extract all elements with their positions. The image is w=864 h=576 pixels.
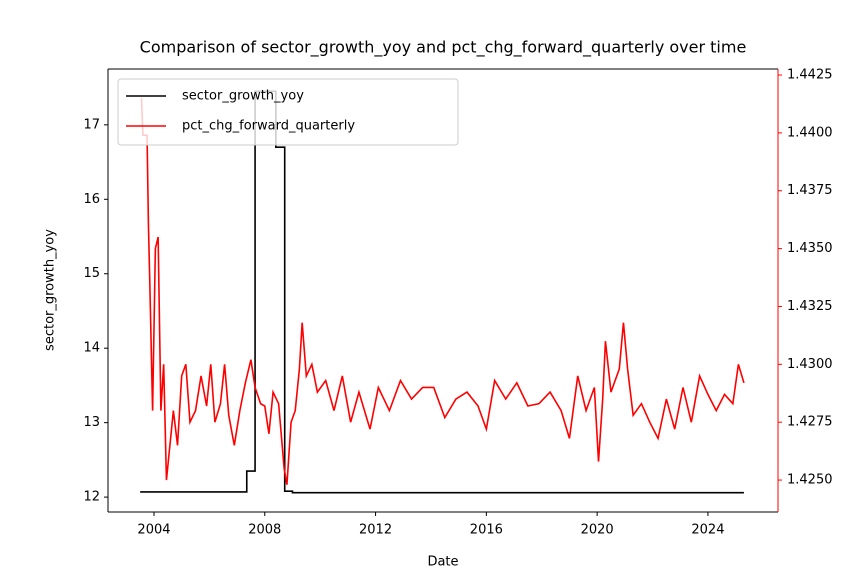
line-series xyxy=(140,90,744,494)
x-tick-label: 2004 xyxy=(137,523,170,538)
y2-tick-label: 1.4300 xyxy=(787,357,833,372)
y-tick-label: 13 xyxy=(83,415,100,430)
x-tick-label: 2012 xyxy=(359,523,392,538)
x-tick-label: 2016 xyxy=(470,523,503,538)
legend-label: sector_growth_yoy xyxy=(182,89,304,104)
x-tick-label: 2024 xyxy=(691,523,724,538)
x-tick-label: 2008 xyxy=(248,523,281,538)
y2-tick-label: 1.4425 xyxy=(787,68,833,83)
y-axis-label: sector_growth_yoy xyxy=(43,229,58,351)
y-tick-label: 14 xyxy=(83,341,100,356)
line-series xyxy=(140,98,745,485)
y2-tick-label: 1.4250 xyxy=(787,473,833,488)
y-tick-label: 17 xyxy=(83,117,100,132)
y-tick-label: 16 xyxy=(83,192,100,207)
x-tick-label: 2020 xyxy=(581,523,614,538)
y2-tick-label: 1.4400 xyxy=(787,125,833,140)
y2-tick-label: 1.4325 xyxy=(787,299,833,314)
y2-tick-label: 1.4350 xyxy=(787,241,833,256)
legend-label: pct_chg_forward_quarterly xyxy=(182,119,355,134)
y-tick-label: 12 xyxy=(83,490,100,505)
y2-tick-label: 1.4375 xyxy=(787,183,833,198)
y-tick-label: 15 xyxy=(83,266,100,281)
x-axis-label: Date xyxy=(427,555,458,570)
chart-title: Comparison of sector_growth_yoy and pct_… xyxy=(140,38,747,58)
y2-tick-label: 1.4275 xyxy=(787,415,833,430)
legend-box xyxy=(117,78,459,146)
